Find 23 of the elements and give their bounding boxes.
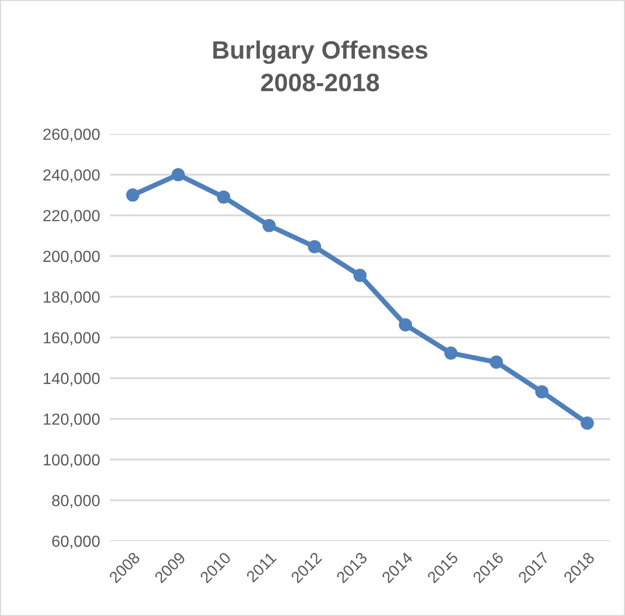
- y-tick-label: 80,000: [52, 494, 100, 508]
- point: [490, 356, 503, 369]
- point: [217, 190, 230, 204]
- y-tick-label: 200,000: [43, 250, 100, 264]
- y-tick-label: 120,000: [44, 414, 100, 427]
- point: [535, 385, 548, 398]
- y-tick-label: 260,000: [43, 128, 100, 142]
- point: [444, 346, 458, 360]
- point: [172, 168, 185, 182]
- y-tick-label: 180,000: [44, 291, 100, 305]
- y-tick-label: 160,000: [44, 332, 100, 346]
- point: [398, 318, 412, 332]
- point: [308, 240, 322, 254]
- point: [353, 268, 367, 282]
- chart-title: Burlgary Offenses 2008-2018: [213, 40, 428, 92]
- y-tick-label: 220,000: [43, 210, 100, 224]
- y-tick-label: 140,000: [44, 372, 100, 386]
- point: [580, 416, 594, 430]
- y-tick-label: 60,000: [52, 536, 100, 549]
- point: [126, 188, 140, 202]
- y-tick-label: 240,000: [43, 169, 100, 183]
- y-tick-label: 100,000: [44, 454, 100, 468]
- point: [262, 218, 276, 232]
